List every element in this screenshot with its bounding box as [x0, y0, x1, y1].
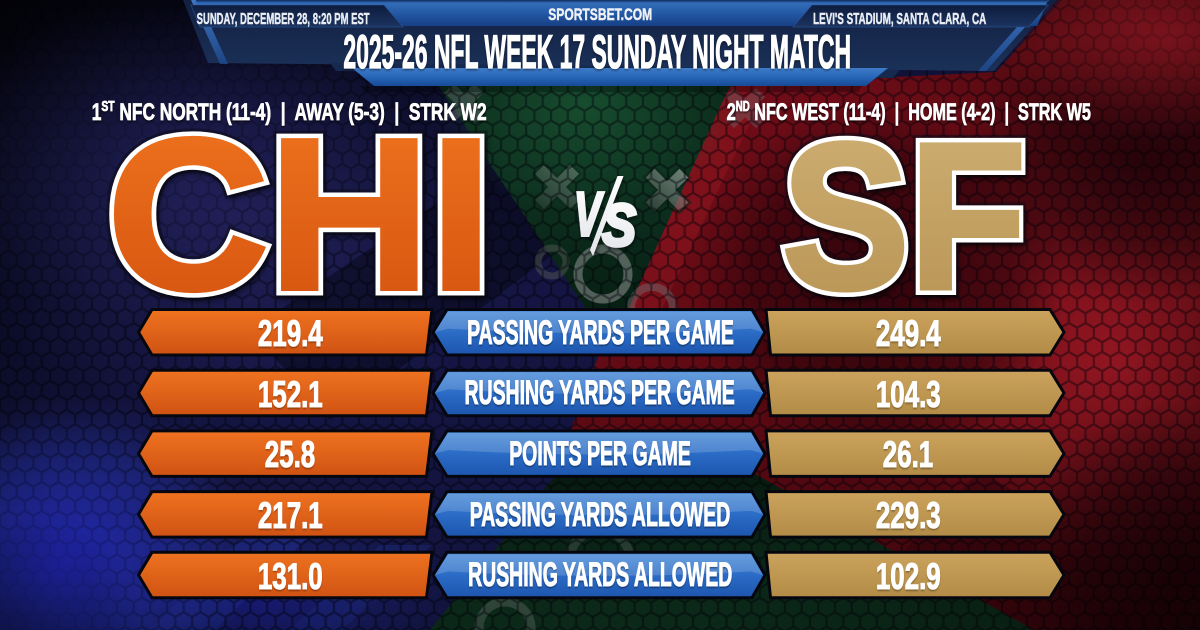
- svg-text:SF: SF: [782, 101, 1026, 333]
- svg-text:SF: SF: [782, 101, 1026, 333]
- svg-text:CHI: CHI: [107, 94, 492, 335]
- svg-text:SF: SF: [782, 101, 1026, 333]
- svg-text:V: V: [574, 181, 604, 250]
- svg-text:S: S: [602, 193, 636, 259]
- svg-text:CHI: CHI: [107, 94, 492, 335]
- svg-text:CHI: CHI: [107, 94, 492, 335]
